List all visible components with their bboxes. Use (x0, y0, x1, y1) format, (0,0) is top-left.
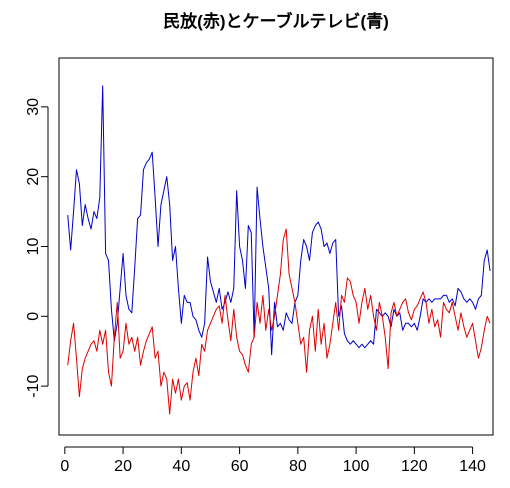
x-axis: 0 20 40 60 80 100 120 140 (60, 446, 486, 475)
series-layer (67, 85, 491, 415)
y-axis: -10 0 10 20 30 (25, 98, 49, 398)
x-tick-label: 140 (459, 458, 486, 475)
y-tick-label: 30 (25, 98, 42, 116)
x-tick-label: 60 (231, 458, 249, 475)
series-line-1 (67, 228, 491, 415)
x-tick-label: 120 (401, 458, 428, 475)
series-line-0 (67, 85, 491, 356)
y-tick-label: 20 (25, 168, 42, 186)
y-tick-label: 0 (25, 312, 42, 321)
x-tick-label: 0 (60, 458, 69, 475)
plot-frame (58, 57, 494, 436)
x-tick-label: 100 (343, 458, 370, 475)
y-tick-label: -10 (25, 374, 42, 397)
x-tick-label: 40 (172, 458, 190, 475)
x-tick-label: 80 (289, 458, 307, 475)
y-tick-label: 10 (25, 238, 42, 256)
x-tick-label: 20 (114, 458, 132, 475)
chart-title: 民放(赤)とケーブルテレビ(青) (163, 11, 389, 31)
